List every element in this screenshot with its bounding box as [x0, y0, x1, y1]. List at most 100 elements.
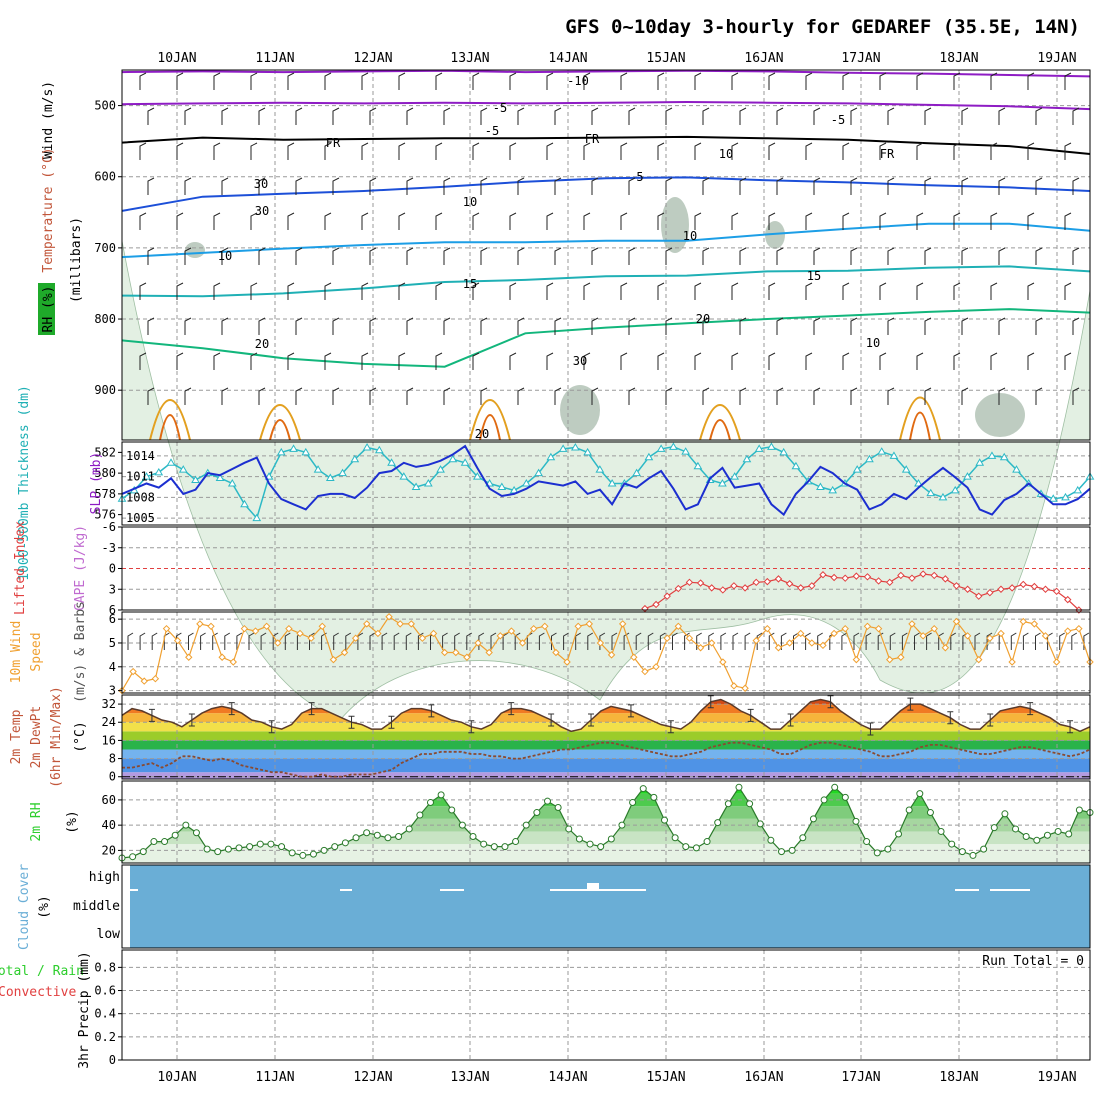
slp-marker — [423, 479, 433, 487]
wind-barb — [916, 72, 924, 90]
ylabel-slp: SLP (mb) — [89, 452, 104, 515]
wind-barb — [879, 72, 887, 90]
wind-barb — [184, 107, 192, 125]
rh-marker — [575, 835, 583, 843]
rh-marker — [692, 844, 700, 852]
surface-wind-barb — [986, 632, 993, 650]
slp-marker — [877, 447, 887, 455]
wind-barb — [369, 247, 377, 265]
ylabel-wind: Wind (m/s) — [41, 81, 56, 159]
wind-barb — [517, 107, 525, 125]
contour-label: 20 — [475, 427, 489, 441]
wind-barb — [591, 387, 599, 405]
wind-speed-marker — [752, 636, 760, 645]
wind-speed-marker — [841, 624, 849, 633]
wind-barb — [554, 247, 562, 265]
lifted-index-marker — [908, 574, 916, 582]
wind-barb — [472, 282, 480, 300]
slp-marker — [963, 472, 972, 480]
rh-tick-label: 40 — [102, 818, 116, 832]
wind-barb — [324, 72, 332, 90]
wind-barb — [776, 317, 784, 335]
wind-barb — [139, 212, 147, 230]
date-label-top: 11JAN — [255, 51, 294, 66]
contour-label: FR — [326, 136, 341, 150]
lifted-index-marker — [874, 577, 883, 585]
contour-label: 15 — [463, 277, 477, 291]
rh-marker — [299, 851, 307, 859]
rh-marker — [224, 845, 232, 853]
date-label-bottom: 19JAN — [1037, 1070, 1076, 1085]
wind-barb — [842, 282, 850, 300]
rh-marker — [682, 843, 690, 851]
ylabel-2m-rh: 2m RH — [29, 802, 44, 841]
lifted-index-marker — [763, 577, 772, 586]
wind-barb — [1072, 387, 1080, 405]
slp-marker — [975, 458, 985, 466]
wind-barb — [324, 212, 332, 230]
surface-wind-barb — [1022, 632, 1029, 650]
contour-label: 15 — [807, 269, 821, 283]
slp-marker — [632, 468, 642, 477]
contour-label: 20 — [255, 337, 269, 351]
wind-tick-label: 5 — [109, 636, 116, 650]
wind-barb — [694, 212, 702, 230]
cloud-cover-fill — [130, 865, 1090, 948]
wind-speed-marker — [763, 624, 772, 633]
lifted-index-marker — [785, 580, 794, 588]
precip-tick-label: 0 — [109, 1053, 116, 1067]
wind-barb — [332, 317, 340, 335]
wind-barb — [398, 142, 406, 160]
date-label-bottom: 16JAN — [744, 1070, 783, 1085]
slp-marker — [889, 451, 899, 459]
wind-barb — [731, 142, 739, 160]
ylabel-rh-percent: (%) — [65, 810, 80, 833]
ylabel-2m-temp: 2m Temp — [9, 709, 24, 764]
slp-marker — [669, 442, 678, 450]
lifted-index-marker — [1008, 584, 1016, 592]
wind-barb — [176, 72, 184, 90]
temp-color-band — [122, 722, 1090, 732]
wind-barb — [998, 317, 1006, 335]
wind-barb — [924, 107, 932, 125]
minmax-errorbar — [1027, 702, 1034, 716]
date-label-bottom: 11JAN — [255, 1070, 294, 1085]
wind-barb — [583, 142, 591, 160]
rh-marker — [735, 783, 743, 791]
wind-barb — [147, 247, 155, 265]
temperature-contour — [121, 265, 1091, 298]
wind-barb — [961, 247, 969, 265]
cloud-gap — [990, 889, 1030, 891]
temp-color-band — [122, 731, 1090, 741]
slp-marker — [142, 472, 151, 480]
surface-wind-barb — [635, 632, 642, 650]
rh-marker — [235, 844, 243, 852]
rh-marker — [980, 845, 988, 853]
wind-barb — [332, 247, 340, 265]
surface-wind-barb — [127, 632, 134, 650]
slp-marker — [374, 445, 384, 454]
wind-barb — [887, 387, 895, 405]
pressure-tick-label: 900 — [94, 383, 116, 397]
wind-barb — [509, 212, 517, 230]
slp-marker — [276, 447, 286, 456]
wind-barb — [480, 387, 488, 405]
wind-barb — [258, 177, 266, 195]
wind-barb — [435, 72, 443, 90]
wind-barb — [369, 387, 377, 405]
surface-wind-barb — [708, 632, 715, 650]
lifted-index-marker — [752, 578, 760, 587]
wind-barb — [702, 317, 710, 335]
surface-wind-barb — [974, 632, 981, 650]
wind-barb — [620, 212, 628, 230]
lifted-index-marker — [952, 582, 961, 590]
date-label-top: 15JAN — [646, 51, 685, 66]
date-label-bottom: 14JAN — [548, 1070, 587, 1085]
legend-total-rain: Total / Rain — [0, 964, 84, 979]
wind-barb — [1064, 72, 1072, 90]
rh-marker — [1043, 831, 1051, 839]
wind-speed-marker — [440, 648, 449, 657]
wind-barb — [657, 72, 665, 90]
wind-barb — [953, 72, 961, 90]
